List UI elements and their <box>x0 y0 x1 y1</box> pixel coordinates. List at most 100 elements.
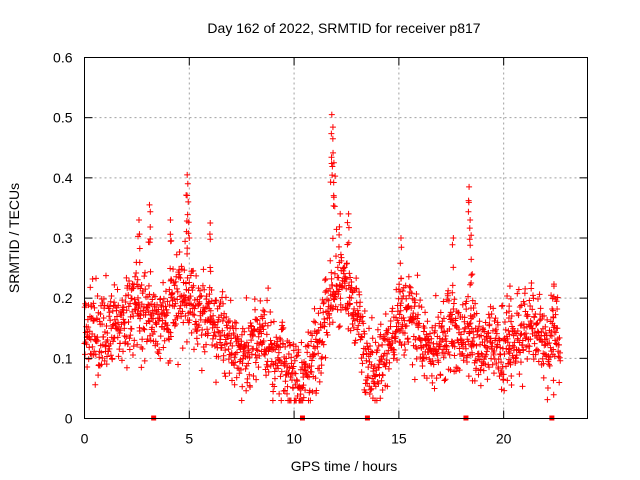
data-point <box>255 364 262 371</box>
data-point <box>379 372 386 379</box>
data-point <box>308 338 315 345</box>
data-point <box>113 313 120 320</box>
data-point <box>118 321 125 328</box>
data-point <box>466 321 473 328</box>
data-point <box>284 390 291 397</box>
data-point <box>408 319 415 326</box>
data-point <box>422 309 429 316</box>
data-point <box>241 328 248 335</box>
data-point <box>186 300 193 307</box>
data-point <box>434 352 441 359</box>
data-point <box>327 257 334 264</box>
data-point <box>166 286 173 293</box>
data-point <box>462 345 469 352</box>
data-point <box>278 397 285 404</box>
data-point <box>225 356 232 363</box>
data-point <box>342 275 349 282</box>
data-point <box>260 307 267 314</box>
data-point <box>185 230 192 237</box>
data-point <box>392 337 399 344</box>
data-point <box>92 351 99 358</box>
data-point <box>176 271 183 278</box>
data-point <box>352 337 359 344</box>
data-point <box>527 336 534 343</box>
data-point <box>429 379 436 386</box>
data-point <box>293 353 300 360</box>
data-point <box>187 272 194 279</box>
data-point <box>221 310 228 317</box>
data-point <box>117 327 124 334</box>
data-point <box>355 322 362 329</box>
data-point <box>467 242 474 249</box>
data-point <box>403 295 410 302</box>
data-point <box>507 295 514 302</box>
data-point <box>103 323 110 330</box>
data-point <box>308 357 315 364</box>
data-point <box>526 348 533 355</box>
data-point <box>421 325 428 332</box>
data-point <box>541 342 548 349</box>
data-point <box>199 282 206 289</box>
data-point <box>174 314 181 321</box>
data-point <box>82 351 89 358</box>
data-point <box>167 333 174 340</box>
data-point <box>328 302 335 309</box>
data-point <box>348 284 355 291</box>
data-point <box>395 319 402 326</box>
data-point <box>316 365 323 372</box>
data-point <box>173 251 180 258</box>
data-point <box>184 245 191 252</box>
x-tick-label: 0 <box>81 431 89 447</box>
data-point <box>135 216 142 223</box>
data-point <box>126 335 133 342</box>
data-point <box>282 343 289 350</box>
data-point <box>554 306 561 313</box>
data-point <box>151 293 158 300</box>
data-point <box>455 309 462 316</box>
data-point <box>526 343 533 350</box>
data-point <box>529 325 536 332</box>
data-point <box>239 383 246 390</box>
data-point <box>213 341 220 348</box>
data-point <box>382 310 389 317</box>
data-point <box>190 282 197 289</box>
data-point <box>501 318 508 325</box>
data-point <box>522 285 529 292</box>
data-point <box>476 318 483 325</box>
data-point <box>134 294 141 301</box>
data-point <box>111 281 118 288</box>
data-point <box>368 385 375 392</box>
data-point <box>456 367 463 374</box>
data-point <box>400 292 407 299</box>
data-point <box>483 348 490 355</box>
data-point <box>527 302 534 309</box>
data-point <box>528 320 535 327</box>
data-point <box>182 280 189 287</box>
data-point <box>160 279 167 286</box>
data-point <box>451 352 458 359</box>
data-point <box>337 210 344 217</box>
data-point <box>321 277 328 284</box>
data-point <box>401 341 408 348</box>
x-tick-label: 10 <box>286 431 302 447</box>
data-point <box>368 314 375 321</box>
data-point <box>229 342 236 349</box>
data-point <box>321 316 328 323</box>
data-point <box>179 345 186 352</box>
data-point <box>346 294 353 301</box>
data-point <box>399 321 406 328</box>
data-point <box>405 338 412 345</box>
data-point <box>515 312 522 319</box>
data-point <box>410 310 417 317</box>
data-point <box>445 348 452 355</box>
data-point <box>411 376 418 383</box>
data-point <box>267 337 274 344</box>
data-point <box>490 305 497 312</box>
data-point <box>104 329 111 336</box>
data-point <box>97 310 104 317</box>
data-point <box>452 315 459 322</box>
data-point <box>554 294 561 301</box>
data-point <box>92 381 99 388</box>
data-point <box>176 305 183 312</box>
data-point <box>145 282 152 289</box>
